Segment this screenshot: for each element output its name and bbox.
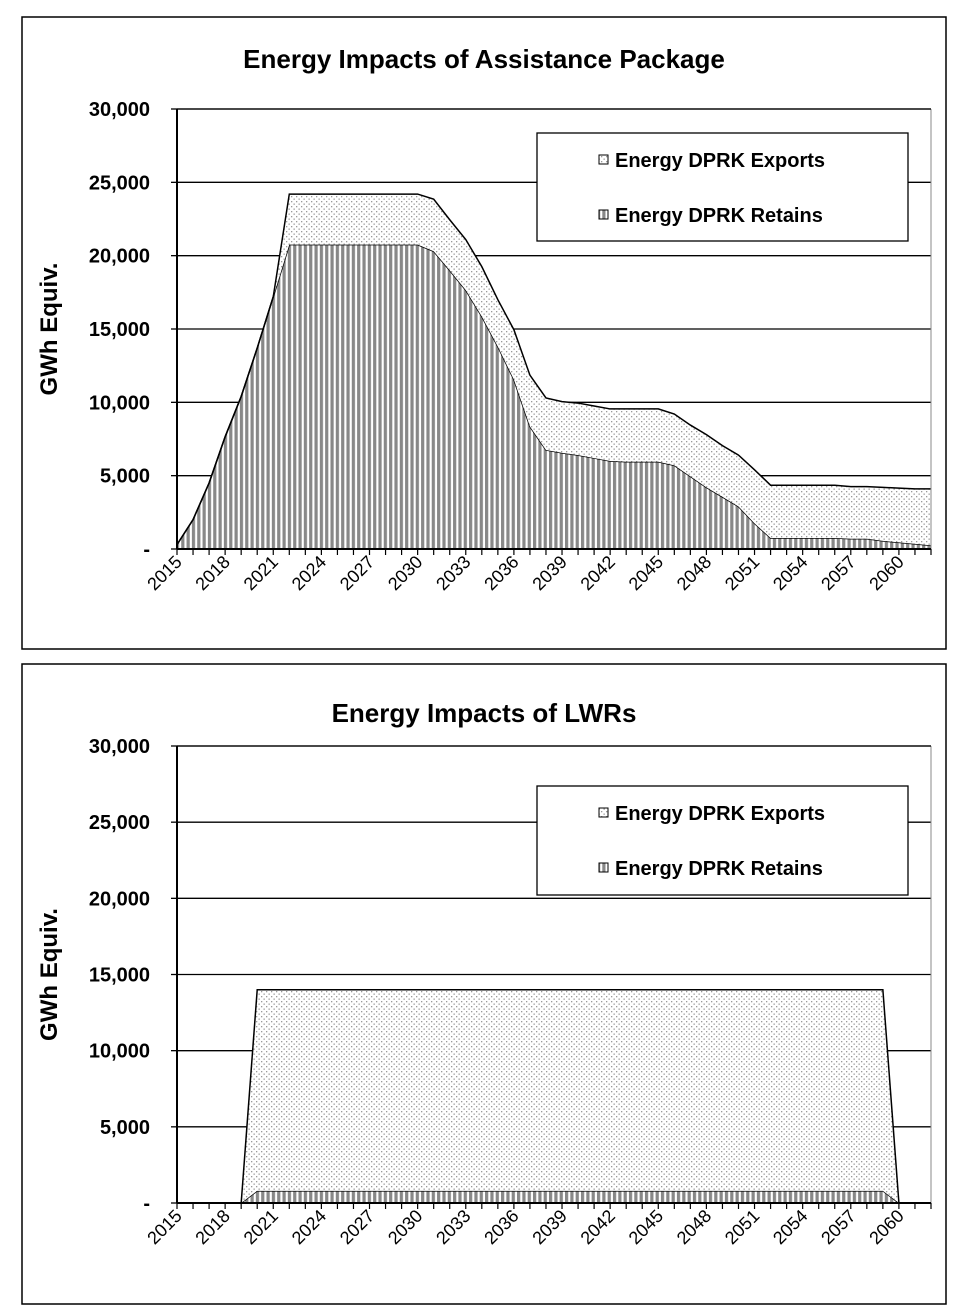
legend-label: Energy DPRK Retains bbox=[615, 858, 823, 880]
y-tick-label: 15,000 bbox=[89, 319, 150, 341]
legend-swatch-exports bbox=[598, 154, 609, 165]
series-area-energy-dprk-retains bbox=[177, 244, 931, 549]
y-tick-label: 30,000 bbox=[89, 99, 150, 121]
y-tick-label: - bbox=[143, 1193, 150, 1215]
legend-swatch-retains bbox=[598, 862, 609, 873]
legend-box bbox=[536, 132, 909, 242]
chart-title: Energy Impacts of Assistance Package bbox=[243, 44, 725, 74]
lwrs-chart: Energy Impacts of LWRs - 5,000 10,000 15,000… bbox=[21, 663, 947, 1305]
y-tick-label: 15,000 bbox=[89, 965, 150, 987]
y-axis-title: GWh Equiv. bbox=[36, 908, 63, 1041]
y-tick-label: 10,000 bbox=[89, 1041, 150, 1063]
legend-label: Energy DPRK Exports bbox=[615, 150, 825, 172]
y-tick-label: 25,000 bbox=[89, 172, 150, 194]
legend-swatch-exports bbox=[598, 807, 609, 818]
series-line-energy-dprk-exports bbox=[176, 193, 931, 546]
legend-box bbox=[536, 785, 909, 896]
chart-title: Energy Impacts of LWRs bbox=[332, 698, 637, 728]
series-area-energy-dprk-exports bbox=[177, 989, 931, 1203]
y-tick-label: - bbox=[143, 539, 150, 561]
y-tick-label: 20,000 bbox=[89, 888, 150, 910]
y-tick-label: 5,000 bbox=[100, 1117, 150, 1139]
y-tick-label: 20,000 bbox=[89, 246, 150, 268]
series-area-energy-dprk-retains bbox=[177, 1190, 931, 1203]
legend-label: Energy DPRK Retains bbox=[615, 205, 823, 227]
y-tick-label: 25,000 bbox=[89, 812, 150, 834]
legend-swatch-retains bbox=[598, 209, 609, 220]
y-tick-label: 10,000 bbox=[89, 392, 150, 414]
y-axis-title: GWh Equiv. bbox=[36, 263, 63, 396]
series-area-energy-dprk-exports bbox=[177, 194, 931, 546]
chart-frame bbox=[21, 663, 947, 1305]
series-line-energy-dprk-exports bbox=[177, 988, 931, 1204]
legend-label: Energy DPRK Exports bbox=[615, 803, 825, 825]
y-tick-label: 5,000 bbox=[100, 466, 150, 488]
y-tick-label: 30,000 bbox=[89, 736, 150, 758]
assistance-package-chart: Energy Impacts of Assistance Package - 5,0… bbox=[21, 16, 947, 650]
